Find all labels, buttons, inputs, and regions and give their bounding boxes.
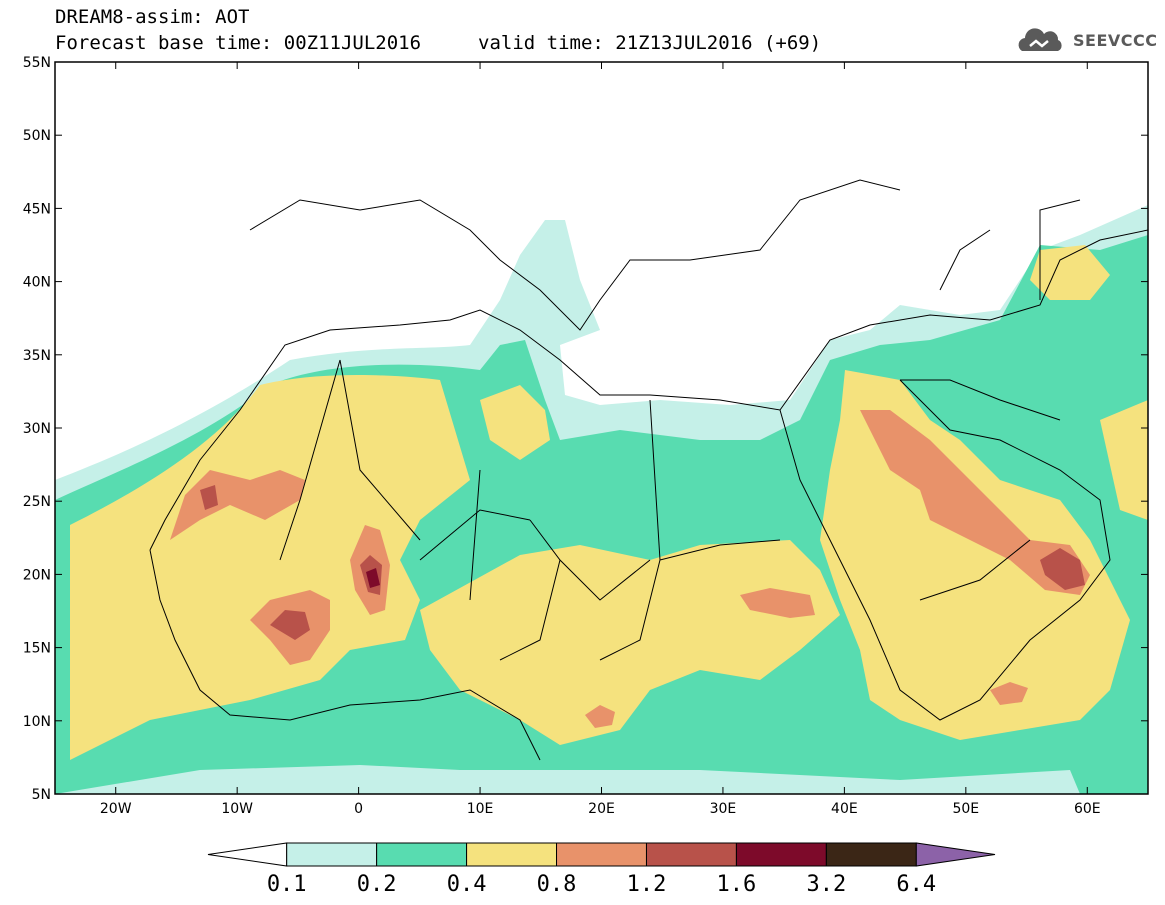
lat-tick-label: 55N xyxy=(23,55,51,71)
lat-tick-label: 50N xyxy=(23,128,51,144)
lat-tick-label: 10N xyxy=(23,714,51,730)
aot-band-0.8 xyxy=(740,588,815,618)
lon-tick-label: 30E xyxy=(710,801,737,817)
aot-band-0.8 xyxy=(860,410,1090,595)
aot-band-0.4 xyxy=(1100,400,1148,520)
colorbar-label: 0.1 xyxy=(267,872,307,897)
lat-tick-label: 25N xyxy=(23,494,51,510)
aot-band-0.4 xyxy=(480,385,550,460)
colorbar-swatch xyxy=(825,842,917,867)
aot-band-0.4 xyxy=(70,375,470,760)
aot-band-0.4 xyxy=(420,540,840,745)
colorbar-label: 6.4 xyxy=(896,872,936,897)
aot-field xyxy=(55,62,1148,794)
lon-tick-label: 50E xyxy=(952,801,979,817)
lon-tick-label: 60E xyxy=(1074,801,1101,817)
colorbar-label: 3.2 xyxy=(806,872,846,897)
aot-band-1.6 xyxy=(366,568,380,588)
colorbar-swatch xyxy=(286,842,378,867)
aot-band-0.8 xyxy=(990,682,1028,705)
logo-text: SEEVCCC xyxy=(1073,31,1158,50)
colorbar-swatch xyxy=(645,842,737,867)
lat-tick-label: 5N xyxy=(32,787,51,803)
aot-band-0.4 xyxy=(1030,245,1110,300)
aot-band-1.2 xyxy=(270,610,310,640)
colorbar-swatch xyxy=(376,842,468,867)
aot-band-1.2 xyxy=(200,485,218,510)
forecast-base-time: Forecast base time: 00Z11JUL2016 xyxy=(55,32,422,54)
colorbar-swatch xyxy=(735,842,827,867)
colorbar-legend: 0.1 0.2 0.4 0.8 1.2 1.6 3.2 6.4 xyxy=(207,842,996,897)
colorbar-label: 0.8 xyxy=(537,872,577,897)
colorbar-swatch xyxy=(466,842,558,867)
colorbar-over-triangle xyxy=(915,842,996,867)
cloud-logo-icon xyxy=(1018,28,1062,51)
colorbar-label: 0.4 xyxy=(447,872,487,897)
aot-band-1.2 xyxy=(1040,548,1085,590)
lat-tick-label: 40N xyxy=(23,275,51,291)
lon-tick-label: 20E xyxy=(588,801,615,817)
colorbar-under-triangle xyxy=(207,842,288,867)
lat-tick-label: 20N xyxy=(23,567,51,583)
lon-tick-label: 10E xyxy=(467,801,494,817)
aot-band-0.8 xyxy=(585,705,615,728)
colorbar-label: 1.6 xyxy=(717,872,757,897)
lat-tick-label: 45N xyxy=(23,201,51,217)
lat-tick-label: 30N xyxy=(23,421,51,437)
lon-tick-label: 0 xyxy=(354,801,363,817)
lon-tick-label: 20W xyxy=(100,801,132,817)
lat-tick-label: 15N xyxy=(23,641,51,657)
colorbar-label: 1.2 xyxy=(627,872,667,897)
lat-tick-label: 35N xyxy=(23,348,51,364)
valid-time: valid time: 21Z13JUL2016 (+69) xyxy=(478,32,822,54)
colorbar-swatch xyxy=(556,842,647,867)
aot-band-0.8 xyxy=(170,470,305,540)
map-title: DREAM8-assim: AOT xyxy=(55,6,250,28)
coastlines xyxy=(149,179,1148,761)
latitude-axis: 5N 10N 15N 20N 25N 30N 35N 40N 45N 50N 55N xyxy=(23,55,1148,803)
lon-tick-label: 10W xyxy=(221,801,253,817)
colorbar-label: 0.2 xyxy=(357,872,397,897)
longitude-axis: 20W 10W 0 10E 20E 30E 40E 50E 60E xyxy=(100,62,1101,817)
lon-tick-label: 40E xyxy=(831,801,858,817)
